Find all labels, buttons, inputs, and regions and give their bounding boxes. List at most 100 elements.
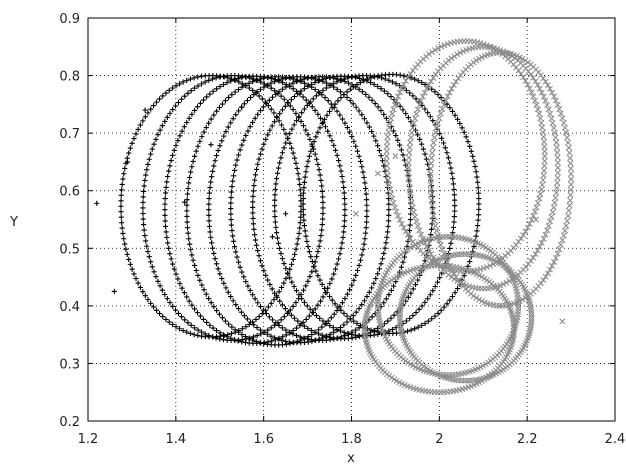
plus-marker	[329, 276, 335, 282]
plus-marker	[309, 258, 315, 265]
plus-marker	[241, 101, 247, 107]
plus-marker	[286, 82, 292, 88]
plus-marker	[450, 224, 457, 230]
plus-marker	[316, 167, 322, 173]
plus-marker	[278, 317, 284, 323]
plus-marker	[334, 261, 340, 267]
plus-marker	[302, 80, 308, 86]
plus-marker	[251, 91, 257, 98]
x-marker	[425, 247, 432, 254]
plus-marker	[175, 276, 181, 282]
plus-marker	[297, 334, 303, 340]
plus-marker	[417, 136, 423, 143]
plus-marker	[361, 298, 368, 304]
plus-marker	[327, 331, 333, 337]
x-marker	[473, 57, 480, 64]
plus-marker	[241, 274, 247, 280]
x-axis-label: x	[347, 451, 355, 466]
x-marker	[407, 235, 414, 242]
x-marker	[396, 216, 403, 223]
plus-marker	[239, 326, 245, 332]
x-marker	[428, 251, 435, 258]
plus-marker	[195, 143, 201, 149]
plus-marker	[252, 232, 258, 238]
plus-marker	[305, 158, 311, 164]
plus-marker	[403, 111, 409, 117]
plus-marker	[323, 333, 329, 339]
plus-marker	[129, 140, 135, 146]
plus-marker	[165, 240, 171, 246]
plus-marker	[309, 75, 315, 81]
plus-marker	[347, 86, 353, 92]
plus-marker	[327, 133, 333, 139]
plus-marker	[327, 323, 333, 329]
x-marker	[560, 119, 567, 126]
plus-marker	[467, 258, 473, 265]
plus-marker	[148, 106, 154, 112]
plus-marker	[184, 225, 191, 231]
x-marker	[545, 222, 552, 229]
plus-marker	[123, 246, 129, 252]
plus-marker	[233, 302, 239, 308]
plus-marker	[293, 110, 299, 116]
x-marker	[441, 42, 448, 49]
plus-marker	[257, 327, 264, 333]
x-marker	[439, 106, 446, 113]
x-marker	[444, 93, 451, 100]
plus-marker	[143, 238, 149, 244]
x-marker	[374, 170, 381, 177]
x-marker	[453, 273, 460, 280]
plus-marker	[231, 167, 238, 174]
plus-marker	[395, 137, 401, 143]
x-marker	[476, 296, 483, 303]
plus-marker	[415, 324, 421, 330]
plus-marker	[422, 320, 428, 326]
plus-marker	[403, 87, 409, 93]
plus-marker	[326, 293, 333, 300]
plus-marker	[354, 267, 361, 274]
plus-marker	[319, 332, 325, 338]
plus-marker	[296, 230, 302, 237]
plus-marker	[204, 319, 210, 326]
plus-marker	[289, 145, 295, 151]
plus-marker	[187, 241, 193, 247]
plus-marker	[131, 271, 137, 277]
plus-marker	[184, 294, 190, 300]
x-marker	[413, 110, 420, 117]
plus-marker	[124, 251, 130, 257]
plus-marker	[126, 150, 132, 156]
plus-marker	[427, 292, 433, 298]
x-marker	[548, 115, 555, 122]
plus-marker	[168, 256, 174, 262]
plus-marker	[213, 335, 219, 341]
plus-marker	[408, 290, 414, 296]
plus-marker	[339, 240, 345, 246]
plus-marker	[412, 326, 418, 332]
x-marker	[391, 101, 398, 108]
plus-marker	[182, 199, 188, 205]
plus-marker	[342, 201, 348, 207]
plus-marker	[447, 245, 453, 252]
plus-marker	[326, 334, 333, 340]
x-marker	[383, 153, 390, 160]
plus-marker	[264, 82, 271, 88]
plus-marker	[191, 325, 198, 331]
x-marker	[446, 89, 453, 96]
plus-marker	[250, 337, 256, 343]
plus-marker	[315, 273, 321, 279]
plus-marker	[319, 120, 325, 127]
x-marker	[497, 282, 504, 289]
x-marker	[437, 241, 444, 248]
x-marker	[457, 49, 464, 56]
plus-marker	[307, 273, 313, 280]
plus-marker	[142, 114, 148, 120]
plus-marker	[297, 225, 303, 231]
plus-marker	[120, 230, 126, 237]
x-marker	[541, 167, 548, 174]
x-marker	[510, 328, 517, 335]
plus-marker	[207, 229, 213, 235]
plus-marker	[216, 311, 223, 317]
x-marker	[540, 172, 547, 179]
x-marker	[536, 195, 543, 202]
plus-marker	[233, 249, 239, 255]
